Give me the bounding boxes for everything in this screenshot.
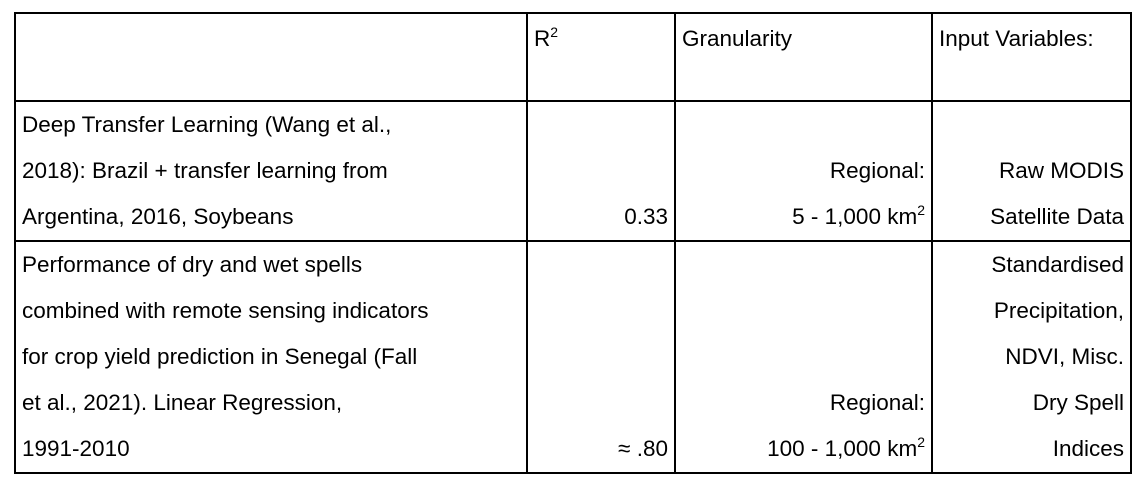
header-input-variables: Input Variables: <box>939 26 1094 51</box>
row2-description-line: et al., 2021). Linear Regression, <box>22 390 343 415</box>
table-row: Performance of dry and wet spells combin… <box>14 240 1132 474</box>
row1-granularity-value: 5 - 1,000 km <box>792 204 918 229</box>
row2-granularity-cell: Regional: 100 - 1,000 km2 <box>674 240 933 474</box>
row2-input-variables-cell: Standardised Precipitation, NDVI, Misc. … <box>931 240 1132 474</box>
row1-input-variables-line: Raw MODIS <box>998 158 1124 183</box>
header-r2-cell: R2 <box>526 12 676 102</box>
row2-description-line: Performance of dry and wet spells <box>22 252 363 277</box>
row2-description-line: 1991-2010 <box>22 436 130 461</box>
row2-description-line: for crop yield prediction in Senegal (Fa… <box>22 344 418 369</box>
header-granularity-cell: Granularity <box>674 12 933 102</box>
header-row: R2 Granularity Input Variables: <box>14 12 1132 102</box>
row1-r2-value: 0.33 <box>624 204 668 229</box>
row2-granularity-line: Regional: <box>829 390 925 415</box>
header-granularity: Granularity <box>682 26 793 51</box>
row1-input-variables-line: Satellite Data <box>990 204 1124 229</box>
header-description-cell <box>14 12 528 102</box>
header-r2-label: R <box>534 26 551 51</box>
row1-description-line: Deep Transfer Learning (Wang et al., <box>22 112 392 137</box>
header-r2-superscript: 2 <box>550 24 559 40</box>
row2-description-line: combined with remote sensing indicators <box>22 298 429 323</box>
row2-input-variables-line: Dry Spell <box>1032 390 1124 415</box>
row1-granularity-superscript: 2 <box>917 202 925 218</box>
row1-description-line: 2018): Brazil + transfer learning from <box>22 158 388 183</box>
row1-r2-cell: 0.33 <box>526 100 676 242</box>
row2-granularity-superscript: 2 <box>917 434 925 450</box>
comparison-table: R2 Granularity Input Variables: Deep Tra… <box>14 12 1132 474</box>
row1-granularity-area: 5 - 1,000 km2 <box>682 194 925 240</box>
row1-input-variables-cell: Raw MODIS Satellite Data <box>931 100 1132 242</box>
row1-description-cell: Deep Transfer Learning (Wang et al., 201… <box>14 100 528 242</box>
row2-r2-value: ≈ .80 <box>618 436 668 461</box>
row1-description-line: Argentina, 2016, Soybeans <box>22 204 294 229</box>
row2-r2-cell: ≈ .80 <box>526 240 676 474</box>
row2-description-cell: Performance of dry and wet spells combin… <box>14 240 528 474</box>
row2-input-variables-line: Indices <box>1052 436 1124 461</box>
header-input-variables-cell: Input Variables: <box>931 12 1132 102</box>
row2-granularity-value: 100 - 1,000 km <box>767 436 918 461</box>
row1-granularity-line: Regional: <box>829 158 925 183</box>
row1-granularity-cell: Regional: 5 - 1,000 km2 <box>674 100 933 242</box>
row2-input-variables-line: NDVI, Misc. <box>1005 344 1124 369</box>
row2-granularity-area: 100 - 1,000 km2 <box>682 426 925 472</box>
table-row: Deep Transfer Learning (Wang et al., 201… <box>14 100 1132 242</box>
row2-input-variables-line: Standardised <box>991 252 1124 277</box>
row2-input-variables-line: Precipitation, <box>993 298 1124 323</box>
